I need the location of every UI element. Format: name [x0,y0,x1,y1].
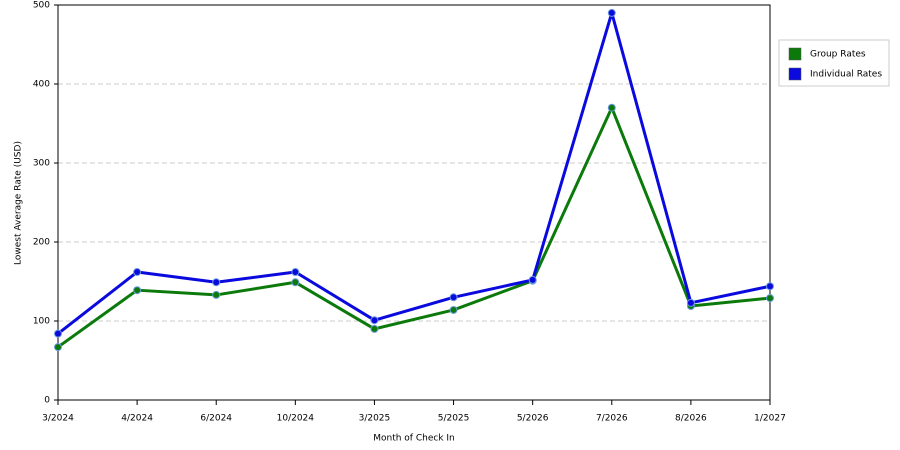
x-tick-label: 4/2024 [121,414,153,424]
point [528,275,537,284]
point [291,278,300,287]
x-tick-label: 1/2027 [754,414,786,424]
point [449,305,458,314]
legend-swatch [788,47,802,61]
y-tick-label: 500 [33,1,50,11]
x-tick-label: 5/2026 [517,414,549,424]
point [370,324,379,333]
y-tick-label: 0 [44,396,50,406]
y-tick-label: 100 [33,317,50,327]
legend-swatch [788,67,802,81]
point [766,294,774,303]
point [449,293,458,302]
point [766,282,774,291]
y-tick-label: 400 [33,80,50,90]
y-tick-label: 200 [33,238,50,248]
point [54,343,62,352]
x-axis-label: Month of Check In [373,434,455,444]
y-tick-label: 300 [33,159,50,169]
x-tick-label: 7/2026 [596,414,628,424]
x-tick-label: 8/2026 [675,414,707,424]
point [212,290,221,299]
point [133,268,142,277]
point [607,103,616,112]
x-tick-label: 3/2025 [359,414,391,424]
x-tick-label: 5/2025 [438,414,470,424]
point [370,316,379,325]
point [291,268,300,277]
y-axis-label: Lowest Average Rate (USD) [14,141,24,265]
x-tick-label: 10/2024 [277,414,315,424]
point [686,298,695,307]
x-tick-label: 6/2024 [200,414,232,424]
series-line [57,11,771,335]
legend-label: Group Rates [810,50,866,60]
point [54,329,62,338]
series-line [57,106,771,349]
point [212,278,221,287]
legend-label: Individual Rates [810,70,882,80]
plot-frame [57,4,771,401]
point [607,8,616,17]
x-tick-label: 3/2024 [42,414,74,424]
point [133,286,142,295]
